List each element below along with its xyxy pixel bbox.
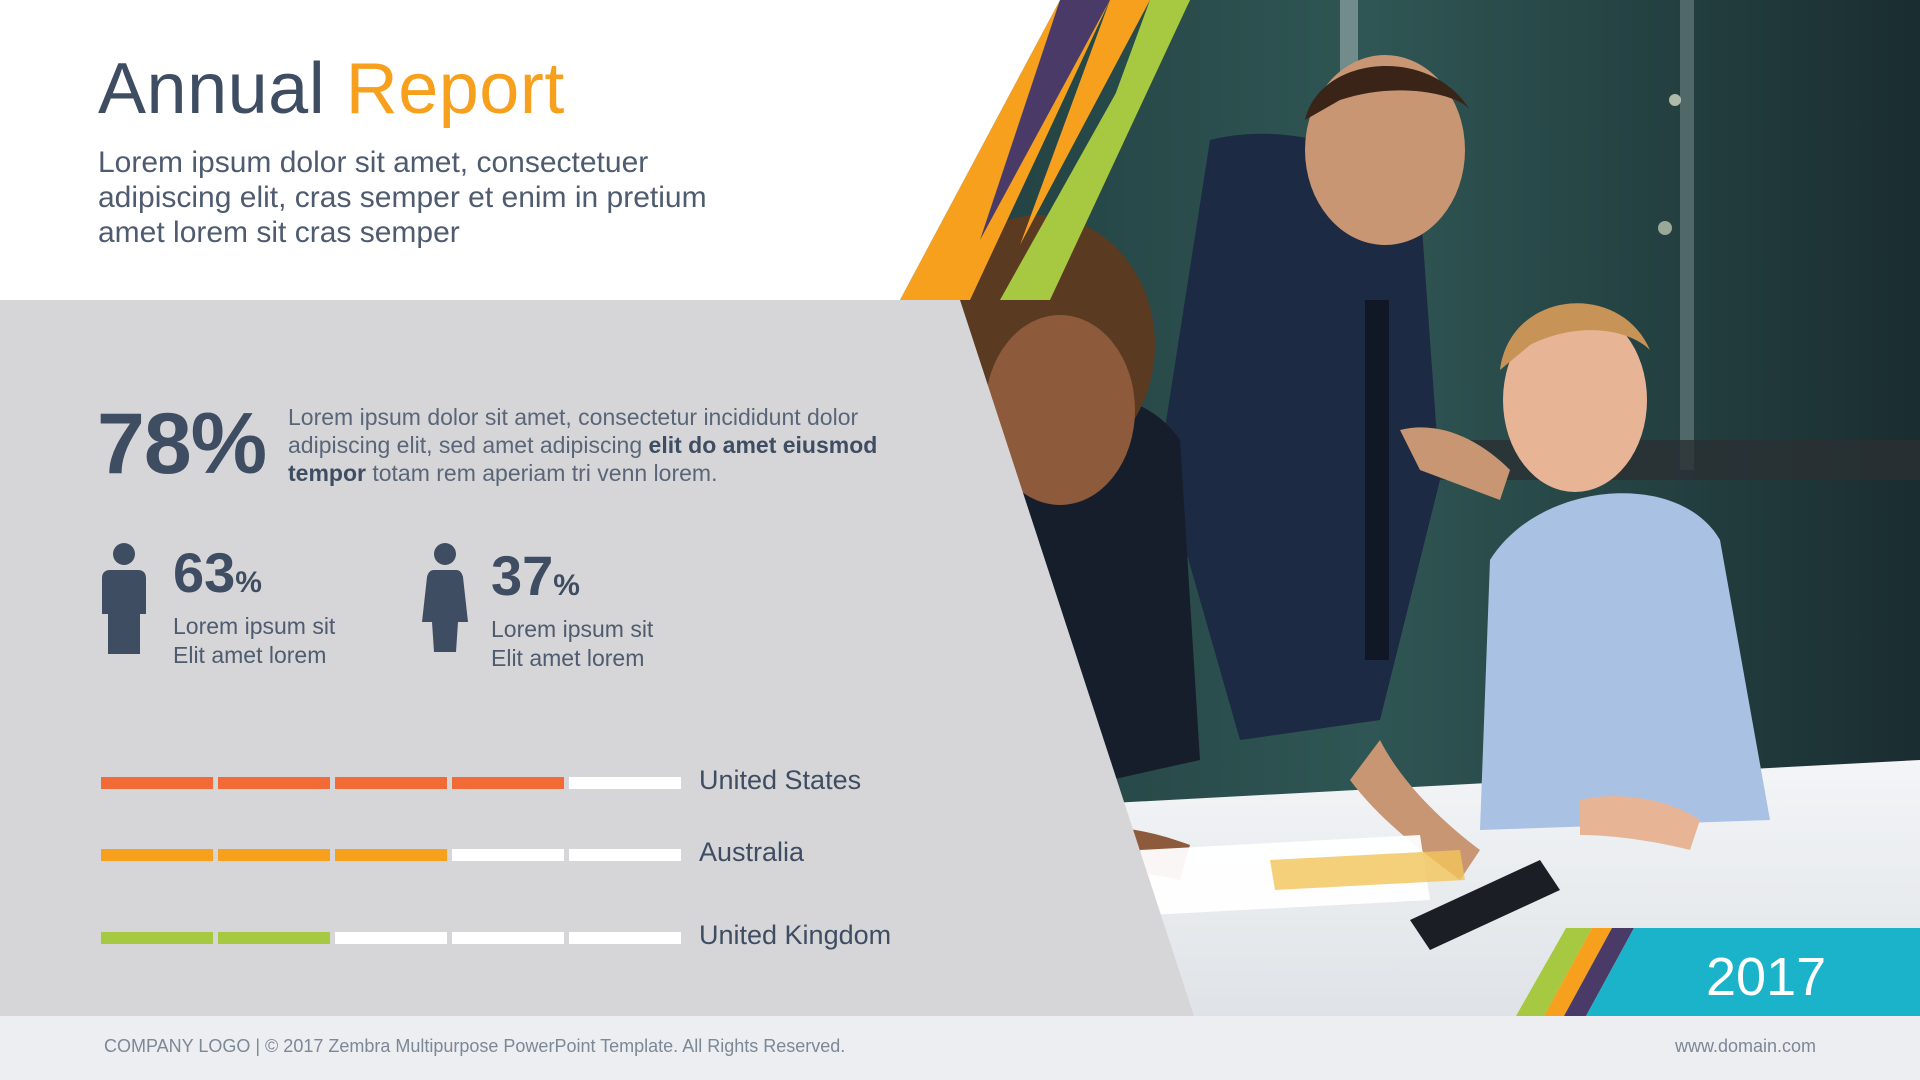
footer: COMPANY LOGO | © 2017 Zembra Multipurpos…	[0, 1016, 1920, 1080]
year-label: 2017	[1706, 947, 1827, 1007]
bar-segment-filled	[218, 849, 330, 861]
bar-segment-empty	[335, 932, 447, 944]
male-stat-caption: Lorem ipsum sit Elit amet lorem	[173, 613, 336, 668]
bar-segment-empty	[569, 849, 681, 861]
female-stat-caption: Lorem ipsum sit Elit amet lorem	[491, 616, 654, 671]
bar-segment-filled	[101, 932, 213, 944]
footer-website-link[interactable]: www.domain.com	[1674, 1036, 1816, 1056]
bar-segment-filled	[335, 777, 447, 789]
female-stat-value: 37%	[491, 544, 580, 607]
bar-segment-filled	[218, 777, 330, 789]
country-label-uk: United Kingdom	[699, 920, 892, 950]
country-label-us: United States	[699, 765, 862, 795]
purple-stripe	[980, 0, 1110, 240]
country-bar-au	[101, 849, 681, 861]
highlight-description: Lorem ipsum dolor sit amet, consectetur …	[288, 404, 878, 486]
page-title: Annual Report	[98, 49, 565, 129]
year-badge	[1516, 928, 1920, 1016]
female-person-icon	[422, 542, 468, 652]
bar-segment-empty	[452, 849, 564, 861]
country-bar-uk	[101, 932, 681, 944]
page-subtitle: Lorem ipsum dolor sit amet, consectetuer…	[98, 146, 707, 249]
footer-copyright: COMPANY LOGO | © 2017 Zembra Multipurpos…	[104, 1036, 846, 1056]
bar-segment-filled	[218, 932, 330, 944]
male-person-icon	[102, 542, 146, 654]
bar-segment-filled	[101, 777, 213, 789]
bar-segment-filled	[452, 777, 564, 789]
highlight-value: 78%	[97, 396, 267, 492]
bar-segment-empty	[569, 777, 681, 789]
bar-segment-filled	[335, 849, 447, 861]
country-label-au: Australia	[699, 837, 805, 867]
bar-segment-empty	[569, 932, 681, 944]
header-panel	[0, 0, 1200, 300]
country-bar-us	[101, 777, 681, 789]
bar-segment-empty	[452, 932, 564, 944]
bar-segment-filled	[101, 849, 213, 861]
male-stat-value: 63%	[173, 541, 262, 604]
